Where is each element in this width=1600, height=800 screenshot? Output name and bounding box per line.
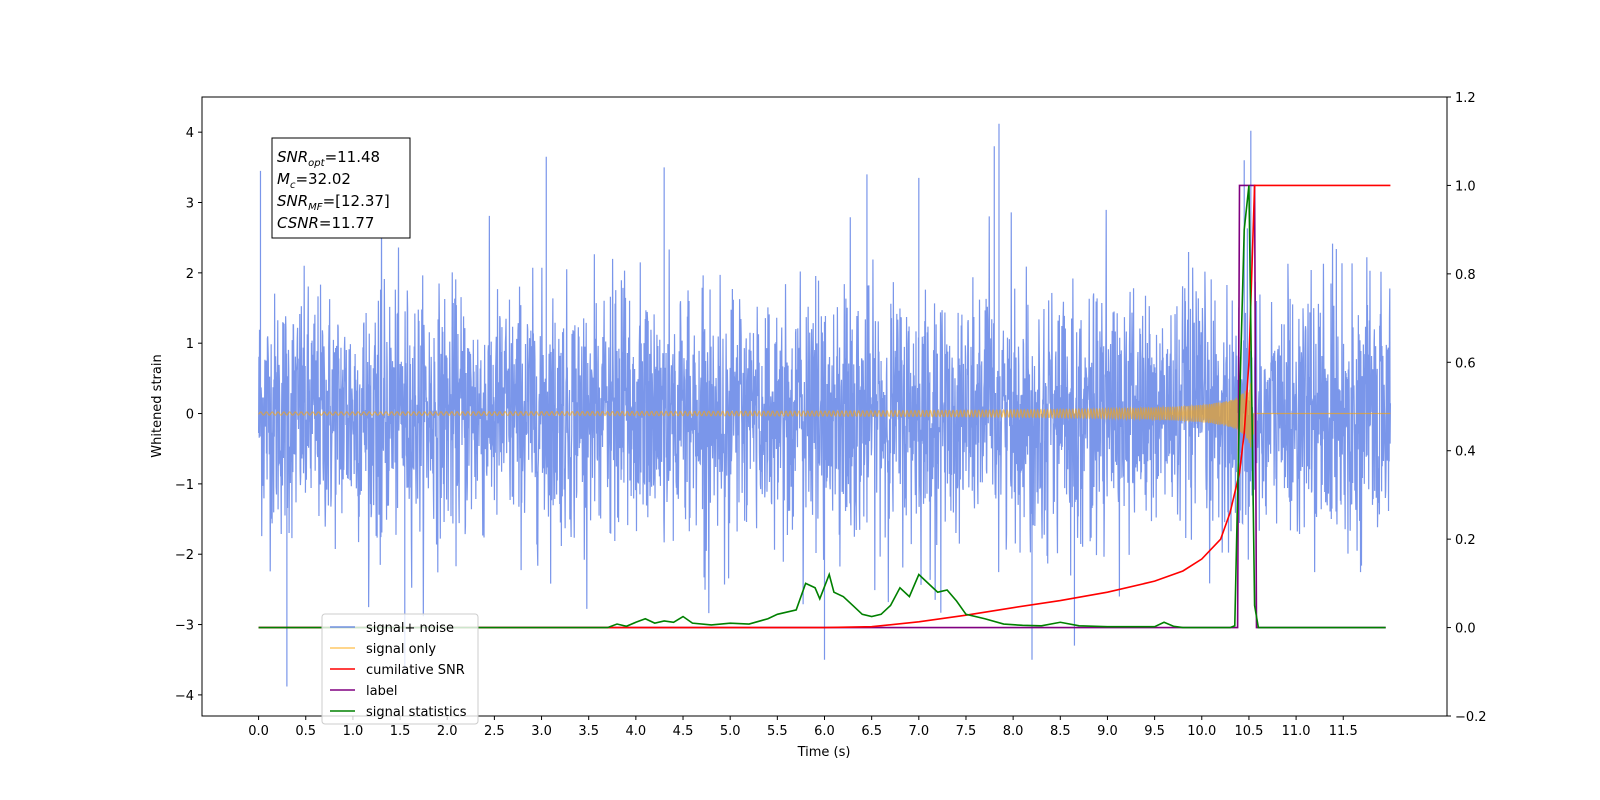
annotation-frame (271, 137, 411, 239)
x-tick-label: 5.0 (720, 724, 741, 739)
y-tick-label: 2 (186, 267, 194, 282)
x-axis: 0.0 0.5 1.0 1.5 2.0 2.5 3.0 3.5 4.0 4.5 5.0 5.5 6.0 6… (248, 716, 1358, 739)
x-tick-label: 3.0 (531, 724, 552, 739)
x-tick-label: 4.0 (626, 724, 647, 739)
legend-entry: signal statistics (366, 705, 467, 720)
y-tick-label: 3 (186, 197, 194, 212)
x-tick-label: 4.5 (673, 724, 694, 739)
x-tick-label: 7.0 (908, 724, 929, 739)
y-tick-label: 1 (186, 337, 194, 352)
y-axis-label: Whitened strain (150, 354, 165, 457)
y2-tick-label: −0.2 (1455, 710, 1487, 725)
series-signal-statistics (258, 185, 1386, 629)
legend-entry: signal only (366, 642, 436, 657)
x-tick-label: 10.5 (1234, 724, 1263, 739)
y2-tick-label: 0.8 (1455, 268, 1476, 283)
series-cumulative-snr (258, 184, 1391, 629)
x-tick-label: 0.0 (248, 724, 269, 739)
x-tick-label: 2.5 (484, 724, 505, 739)
legend-entry: signal+ noise (366, 621, 454, 636)
legend-entry: label (366, 684, 397, 699)
y2-tick-label: 1.0 (1455, 179, 1476, 194)
x-tick-label: 1.5 (390, 724, 411, 739)
y-axis-left: −4 −3 −2 −1 0 1 2 3 4 (175, 126, 202, 704)
y-tick-label: −2 (175, 548, 194, 563)
legend-frame (321, 613, 479, 725)
annotation-line: Mc=32.02 (277, 170, 351, 191)
annotation-box: SNRopt=11.48Mc=32.02SNRMF=[12.37]CSNR=11… (271, 137, 411, 239)
y-tick-label: −1 (175, 478, 194, 493)
x-tick-label: 7.5 (956, 724, 977, 739)
x-tick-label: 11.5 (1329, 724, 1358, 739)
x-tick-label: 6.0 (814, 724, 835, 739)
annotation-line: SNRopt=11.48 (277, 148, 380, 169)
x-tick-label: 1.0 (343, 724, 364, 739)
y-axis-right: −0.2 0.0 0.2 0.4 0.6 0.8 1.0 1.2 (1447, 91, 1487, 725)
legend: signal+ noise signal only cumilative SNR la… (321, 613, 479, 725)
x-tick-label: 10.0 (1187, 724, 1216, 739)
y-tick-label: −4 (175, 689, 194, 704)
x-tick-label: 2.0 (437, 724, 458, 739)
y2-tick-label: 0.0 (1455, 622, 1476, 637)
series-layer (257, 123, 1392, 687)
series-signal-only (258, 382, 1391, 448)
x-tick-label: 0.5 (295, 724, 316, 739)
x-axis-label: Time (s) (797, 745, 851, 760)
x-tick-label: 8.0 (1003, 724, 1024, 739)
y2-tick-label: 0.2 (1455, 533, 1476, 548)
x-tick-label: 3.5 (578, 724, 599, 739)
x-tick-label: 9.5 (1144, 724, 1165, 739)
y-tick-label: 4 (186, 126, 194, 141)
y-tick-label: 0 (186, 408, 194, 423)
legend-entry: cumilative SNR (366, 663, 465, 678)
y-tick-label: −3 (175, 619, 194, 634)
annotation-line: SNRMF=[12.37] (277, 192, 390, 213)
y2-tick-label: 1.2 (1455, 91, 1476, 106)
y2-tick-label: 0.4 (1455, 445, 1476, 460)
y2-tick-label: 0.6 (1455, 356, 1476, 371)
annotation-line: CSNR=11.77 (277, 214, 374, 232)
x-tick-label: 8.5 (1050, 724, 1071, 739)
x-tick-label: 11.0 (1282, 724, 1311, 739)
x-tick-label: 9.0 (1097, 724, 1118, 739)
x-tick-label: 5.5 (767, 724, 788, 739)
x-tick-label: 6.5 (861, 724, 882, 739)
